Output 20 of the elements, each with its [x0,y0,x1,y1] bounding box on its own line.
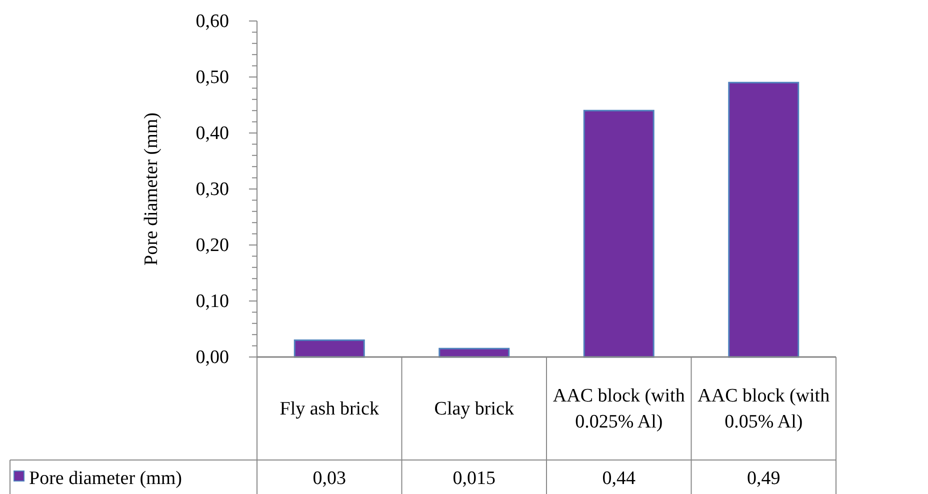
x-tick-label: AAC block (with 0.05% Al) [698,386,830,432]
y-tick-label: 0,60 [196,11,229,32]
y-tick-label: 0,40 [196,123,229,144]
text: 0,49 [747,468,780,489]
y-tick-label: 0,00 [196,347,229,368]
bar [728,82,800,358]
legend-label: Pore diameter (mm) [29,468,182,489]
y-tick-label: 0,20 [196,235,229,256]
y-tick-label: 0,10 [196,291,229,312]
y-tick-label: 0,30 [196,179,229,200]
bar [294,339,365,358]
x-tick-label: AAC block (with 0.025% Al) [552,386,686,432]
text: 0,015 [452,468,496,489]
y-tick-label: 0,50 [196,67,229,88]
x-tick-label: Clay brick [434,398,514,420]
text: 0,03 [312,468,346,489]
y-axis-title: Pore diameter (mm) [141,112,162,266]
text: 0,44 [602,468,636,489]
bar [583,110,654,358]
x-tick-label: Fly ash brick [280,398,380,420]
